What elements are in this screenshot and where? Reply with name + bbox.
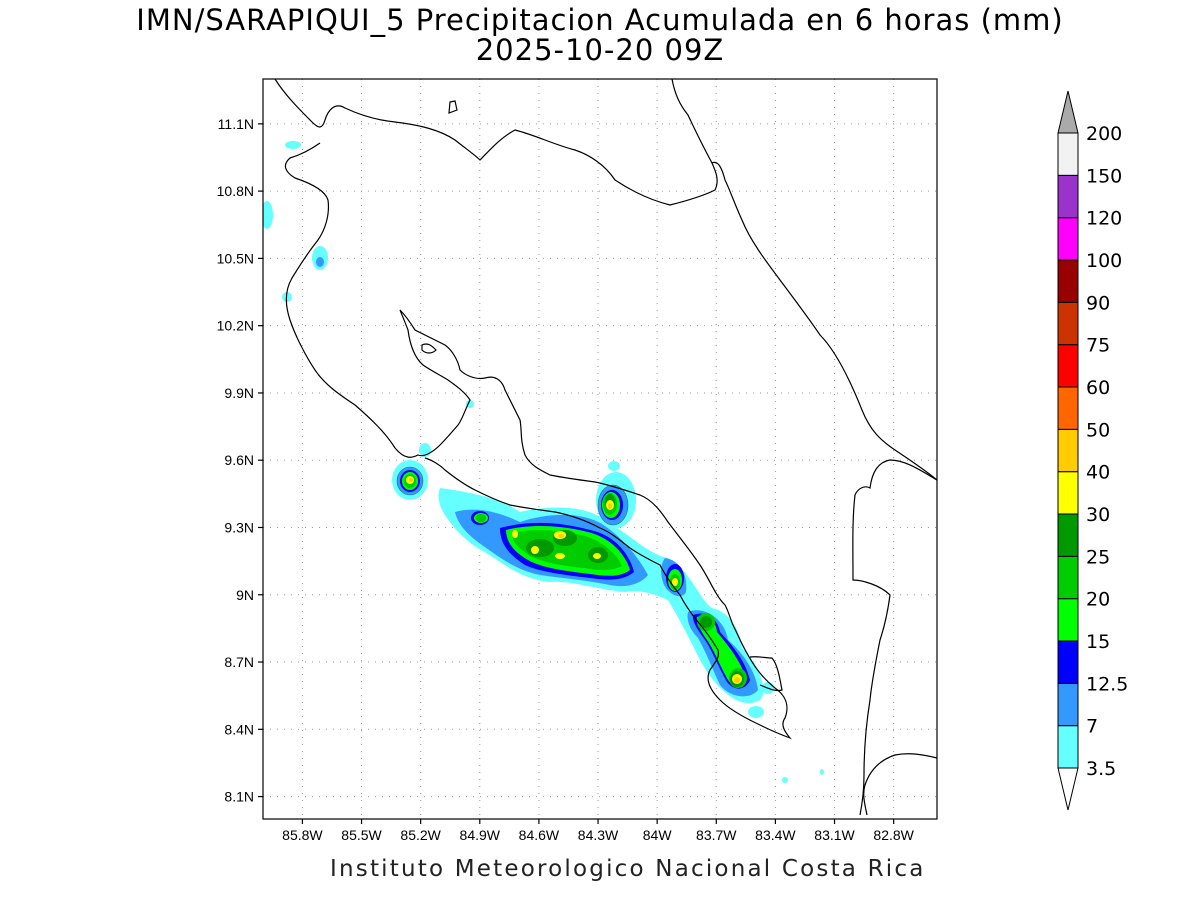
lat-tick-label: 9N bbox=[236, 587, 254, 603]
precipitation-field bbox=[263, 141, 824, 783]
colorbar-level-label: 30 bbox=[1086, 504, 1110, 526]
lon-tick-label: 83.7W bbox=[696, 827, 737, 843]
colorbar-level-label: 120 bbox=[1086, 208, 1122, 230]
colorbar-level-label: 50 bbox=[1086, 419, 1110, 441]
colorbar-level-label: 75 bbox=[1086, 335, 1110, 357]
lon-tick-label: 85.5W bbox=[341, 827, 382, 843]
colorbar-swatch bbox=[1057, 132, 1079, 176]
colorbar-level-label: 20 bbox=[1086, 589, 1110, 611]
lon-tick-label: 82.8W bbox=[873, 827, 914, 843]
latitude-axis: 11.1N 10.8N 10.5N 10.2N 9.9N 9.6N 9.3N 9N 8.7N 8.… bbox=[217, 116, 263, 805]
colorbar-swatch bbox=[1057, 344, 1079, 388]
colorbar-swatch bbox=[1057, 725, 1079, 769]
map-content bbox=[263, 79, 937, 816]
lon-tick-label: 85.2W bbox=[400, 827, 441, 843]
colorbar-swatch bbox=[1057, 259, 1079, 303]
map-background bbox=[263, 79, 937, 819]
colorbar-swatch bbox=[1057, 386, 1079, 430]
map-title: IMN/SARAPIQUI_5 Precipitacion Acumulada … bbox=[136, 3, 1064, 37]
colorbar-swatch bbox=[1057, 598, 1079, 642]
colorbar-swatch bbox=[1057, 555, 1079, 600]
lat-tick-label: 8.7N bbox=[224, 654, 254, 670]
precip-contours bbox=[396, 466, 629, 526]
map-frame bbox=[262, 78, 938, 820]
colorbar-level-label: 100 bbox=[1086, 250, 1122, 272]
lat-tick-label: 10.8N bbox=[217, 183, 254, 199]
colorbar-level-label: 90 bbox=[1086, 292, 1110, 314]
colorbar-swatch bbox=[1057, 217, 1079, 261]
lat-tick-label: 11.1N bbox=[218, 116, 254, 132]
lon-tick-label: 84.6W bbox=[519, 827, 560, 843]
colorbar-level-label: 7 bbox=[1086, 716, 1098, 738]
colorbar-legend: 3.5 7 12.5 15 20 25 30 40 50 60 75 90 100 120 150 200 bbox=[1057, 90, 1128, 811]
colorbar-swatch bbox=[1057, 174, 1079, 219]
colorbar-level-label: 200 bbox=[1086, 123, 1122, 145]
colorbar-swatch bbox=[1057, 640, 1079, 684]
footer-credit: Instituto Meteorologico Nacional Costa R… bbox=[330, 856, 926, 882]
colorbar-swatch bbox=[1057, 682, 1079, 727]
lon-tick-label: 84.3W bbox=[578, 827, 619, 843]
lat-tick-label: 8.4N bbox=[224, 721, 254, 737]
colorbar-level-label: 12.5 bbox=[1086, 673, 1128, 695]
colorbar-swatch bbox=[1057, 428, 1079, 473]
map-subtitle-datetime: 2025-10-20 09Z bbox=[475, 33, 725, 67]
lon-tick-label: 84W bbox=[643, 827, 673, 843]
lon-tick-label: 83.4W bbox=[755, 827, 796, 843]
colorbar-level-label: 15 bbox=[1086, 631, 1110, 653]
lat-tick-label: 10.2N bbox=[217, 318, 254, 334]
lat-tick-label: 9.9N bbox=[224, 385, 254, 401]
lon-tick-label: 85.8W bbox=[282, 827, 323, 843]
lat-tick-label: 10.5N bbox=[217, 250, 254, 266]
map-gridlines bbox=[263, 79, 937, 819]
colorbar-swatch bbox=[1057, 513, 1079, 557]
colorbar-lower-arrow bbox=[1057, 767, 1079, 811]
colorbar-level-label: 40 bbox=[1086, 462, 1110, 484]
colorbar-level-label: 25 bbox=[1086, 546, 1110, 568]
lat-tick-label: 9.3N bbox=[224, 519, 254, 535]
colorbar-swatch bbox=[1057, 301, 1079, 346]
coastlines bbox=[274, 79, 937, 816]
colorbar-level-label: 60 bbox=[1086, 377, 1110, 399]
colorbar-swatch bbox=[1057, 471, 1079, 515]
lon-tick-label: 83.1W bbox=[814, 827, 855, 843]
colorbar-level-label: 3.5 bbox=[1086, 758, 1116, 780]
colorbar-upper-arrow bbox=[1057, 90, 1079, 134]
lat-tick-label: 8.1N bbox=[224, 789, 254, 805]
lon-tick-label: 84.9W bbox=[460, 827, 501, 843]
lat-tick-label: 9.6N bbox=[224, 452, 254, 468]
longitude-axis: 85.8W 85.5W 85.2W 84.9W 84.6W 84.3W 84W 83.7W 83… bbox=[282, 819, 915, 843]
colorbar-level-label: 150 bbox=[1086, 165, 1122, 187]
